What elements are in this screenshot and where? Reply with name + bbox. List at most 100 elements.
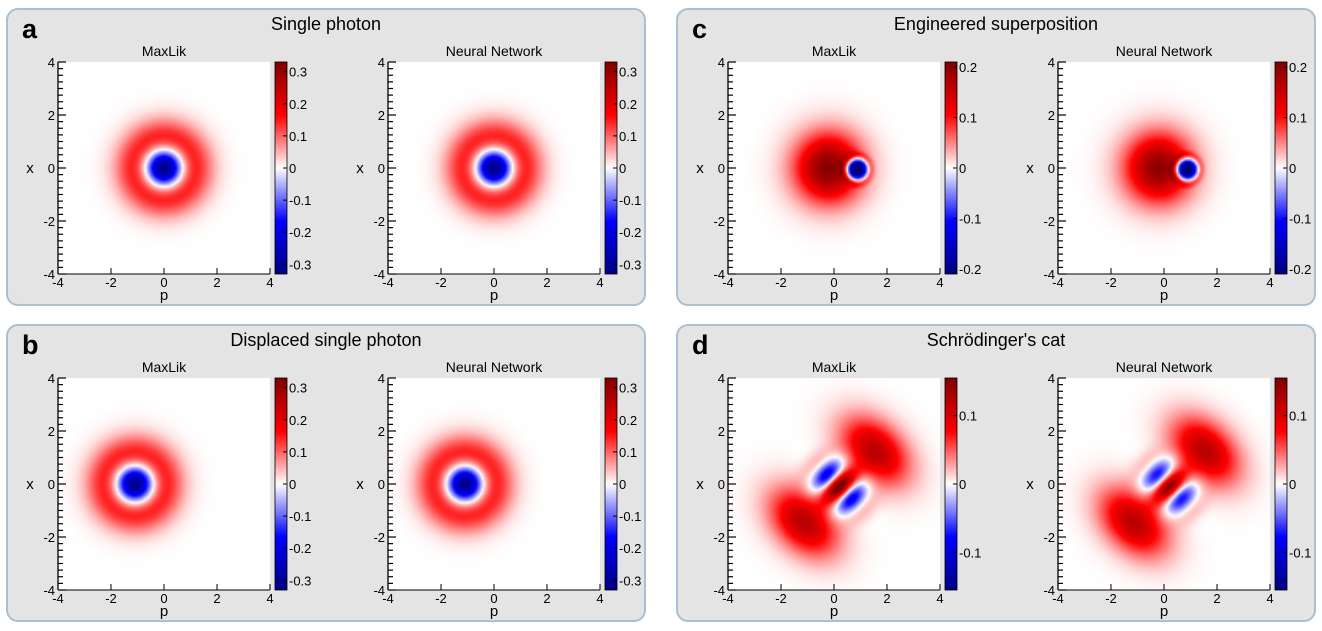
x-axis-label: p [160,603,168,620]
colorbar [1275,62,1287,274]
panel-label: b [22,330,39,360]
x-tick-label: 0 [490,591,497,606]
colorbar-tick-label: 0.2 [1289,60,1307,75]
panel-b: b Displaced single photon MaxLik -4 -2 0 2 4 -… [6,324,646,622]
subplot-title: Neural Network [446,359,543,375]
colorbar-tick-label: 0.2 [619,413,637,428]
x-tick-label: 4 [266,591,273,606]
x-tick-label: 2 [1213,275,1220,290]
x-tick-label: -4 [382,275,394,290]
colorbar-tick-label: -0.2 [1289,262,1311,277]
y-tick-label: 0 [718,477,725,492]
x-tick-label: -2 [1105,591,1117,606]
x-axis-label: p [830,287,838,304]
panel-a: a Single photon MaxLik -4 -2 0 2 4 -4 -2 0 2 4 p x 0.… [6,8,646,306]
colorbar-tick-label: 0.1 [959,409,977,424]
y-axis-label: x [356,476,364,493]
subplot-title: MaxLik [142,43,187,59]
panel-title: Schrödinger's cat [926,330,1066,350]
y-axis-label: x [1026,476,1034,493]
colorbar-tick-label: 0.3 [619,381,637,396]
colorbar-tick-label: 0 [289,477,296,492]
y-tick-label: 4 [378,55,385,70]
y-tick-label: 2 [1048,108,1055,123]
y-tick-label: 2 [718,108,725,123]
colorbar-tick-label: 0.1 [619,129,637,144]
y-tick-label: -4 [373,267,385,282]
heatmap-image [388,378,600,590]
colorbar-tick-label: -0.3 [289,573,311,588]
panel-title: Engineered superposition [893,14,1099,34]
colorbar-tick-label: 0.3 [289,65,307,80]
x-tick-label: 2 [883,275,890,290]
y-tick-label: -4 [43,267,55,282]
colorbar-tick-label: -0.1 [959,211,981,226]
y-tick-label: -2 [373,530,385,545]
x-tick-label: 0 [1160,275,1167,290]
y-tick-label: 2 [48,424,55,439]
y-axis-label: x [696,160,704,177]
x-tick-label: 4 [596,275,603,290]
colorbar [945,62,957,274]
x-tick-label: -2 [105,591,117,606]
colorbar-tick-label: 0.2 [289,97,307,112]
y-tick-label: -4 [1043,267,1055,282]
heatmap-image [728,378,940,590]
y-tick-label: -4 [1043,583,1055,598]
panel-label: a [22,14,38,44]
colorbar [275,62,287,274]
y-axis-label: x [696,476,704,493]
x-axis-label: p [1160,603,1168,620]
panel-d: d Schrödinger's cat MaxLik -4 -2 0 2 4 -4 -2 0 2 4… [676,324,1316,622]
y-tick-label: -4 [713,267,725,282]
heatmap-image [1058,378,1270,590]
x-tick-label: 4 [936,591,943,606]
y-tick-label: 2 [48,108,55,123]
panel-label: c [692,14,708,44]
colorbar-tick-label: 0.1 [289,445,307,460]
colorbar-tick-label: 0 [619,477,626,492]
heatmap-image [388,62,600,274]
y-tick-label: 4 [718,371,725,386]
x-tick-label: -2 [435,591,447,606]
heatmap-image [58,378,270,590]
colorbar-tick-label: -0.3 [289,257,311,272]
x-tick-label: -4 [52,275,64,290]
colorbar-tick-label: -0.2 [619,225,641,240]
colorbar-tick-label: 0.2 [619,97,637,112]
y-tick-label: -2 [43,214,55,229]
colorbar-tick-label: -0.1 [619,193,641,208]
y-tick-label: 0 [48,477,55,492]
y-tick-label: 4 [48,371,55,386]
colorbar [605,378,617,590]
y-axis-label: x [26,160,34,177]
y-tick-label: 0 [378,161,385,176]
y-tick-label: 4 [378,371,385,386]
colorbar-tick-label: 0.1 [619,445,637,460]
y-tick-label: 0 [1048,477,1055,492]
x-tick-label: 0 [1160,591,1167,606]
x-tick-label: 4 [1266,275,1273,290]
heatmap-image [728,62,940,274]
colorbar-tick-label: -0.1 [289,509,311,524]
x-tick-label: 2 [543,591,550,606]
y-tick-label: -2 [1043,530,1055,545]
x-tick-label: -4 [1052,591,1064,606]
subplot-title: Neural Network [1116,43,1213,59]
x-axis-label: p [160,287,168,304]
colorbar-tick-label: 0 [1289,477,1296,492]
x-tick-label: 0 [830,275,837,290]
colorbar-tick-label: 0.1 [959,111,977,126]
colorbar-tick-label: -0.2 [619,541,641,556]
x-tick-label: -2 [775,591,787,606]
colorbar-tick-label: 0 [1289,161,1296,176]
panel-plots: MaxLik -4 -2 0 2 4 -4 -2 0 2 4 p x 0.1 0 -0.1 Neural Net… [696,359,1311,620]
x-tick-label: -4 [382,591,394,606]
x-axis-label: p [1160,287,1168,304]
colorbar [945,378,957,590]
x-tick-label: 2 [213,591,220,606]
colorbar-tick-label: -0.2 [289,541,311,556]
heatmap-image [58,62,270,274]
y-tick-label: 0 [48,161,55,176]
panel-plots: MaxLik -4 -2 0 2 4 -4 -2 0 2 4 p x 0.2 0.1 0 -0.1 -0.2 Neu… [696,43,1311,304]
